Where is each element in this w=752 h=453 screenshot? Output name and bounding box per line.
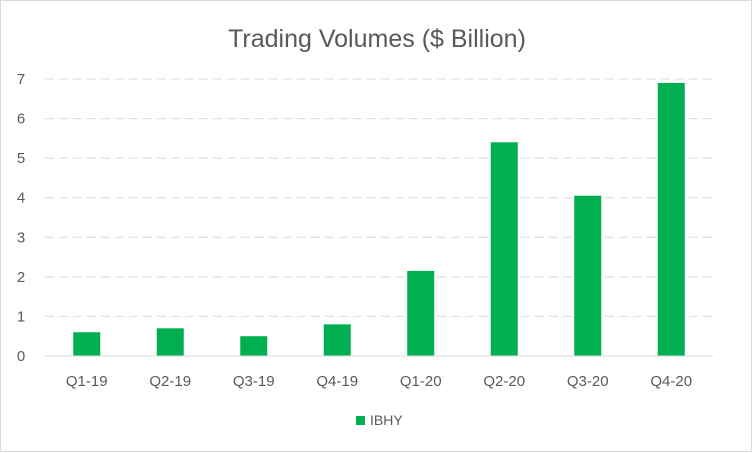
x-tick-label-Q4-20: Q4-20 <box>650 373 692 390</box>
y-tick-label-5: 5 <box>17 150 25 167</box>
y-tick-label-3: 3 <box>17 229 25 246</box>
x-tick-label-Q3-20: Q3-20 <box>567 373 609 390</box>
bar-Q2-19 <box>156 328 184 356</box>
bar-Q1-20 <box>407 270 435 356</box>
x-tick-label-Q1-19: Q1-19 <box>66 373 108 390</box>
legend-label-IBHY: IBHY <box>370 412 403 428</box>
x-tick-label-Q4-19: Q4-19 <box>316 373 358 390</box>
bar-Q4-20 <box>657 82 685 356</box>
x-axis-ticks: Q1-19 Q2-19 Q3-19 Q4-19 Q1-20 Q2-20 Q3-20 Q4-20 <box>66 373 692 390</box>
y-tick-label-0: 0 <box>17 348 25 365</box>
x-tick-label-Q1-20: Q1-20 <box>400 373 442 390</box>
bar-Q3-20 <box>574 195 602 356</box>
bar-Q2-20 <box>490 142 518 356</box>
bar-Q3-19 <box>240 336 268 356</box>
y-tick-label-4: 4 <box>17 190 25 207</box>
x-tick-label-Q2-19: Q2-19 <box>149 373 191 390</box>
y-tick-label-1: 1 <box>17 308 25 325</box>
x-tick-label-Q2-20: Q2-20 <box>483 373 525 390</box>
y-tick-label-6: 6 <box>17 111 25 128</box>
x-tick-label-Q3-19: Q3-19 <box>233 373 275 390</box>
gridlines <box>45 78 713 317</box>
legend-swatch-IBHY <box>356 416 365 425</box>
y-axis-ticks: 0 1 2 3 4 5 6 7 <box>17 71 25 365</box>
chart-title: Trading Volumes ($ Billion) <box>228 25 526 53</box>
y-tick-label-7: 7 <box>17 71 25 88</box>
bar-Q1-19 <box>73 332 101 356</box>
bars <box>73 82 685 356</box>
y-tick-label-2: 2 <box>17 269 25 286</box>
legend: IBHY <box>356 412 403 428</box>
bar-Q4-19 <box>323 324 351 356</box>
